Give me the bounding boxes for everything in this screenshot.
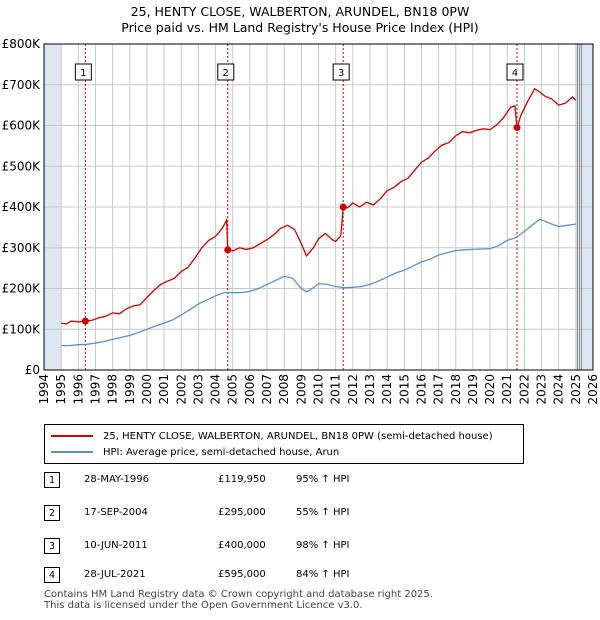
y-tick-label: £400K: [2, 200, 42, 214]
x-tick-label: 2020: [483, 374, 497, 405]
x-tick-label: 2026: [586, 374, 600, 405]
sale-hpi: 55% ↑ HPI: [296, 507, 350, 518]
sale-price: £595,000: [218, 569, 266, 580]
x-tick-label: 2007: [260, 374, 274, 405]
x-tick-label: 2023: [535, 374, 549, 405]
sale-marker-label: 3: [338, 68, 344, 79]
sale-marker-box: [332, 63, 350, 81]
x-tick-label: 2022: [517, 374, 531, 405]
y-tick-label: £600K: [2, 119, 42, 133]
x-tick-label: 2017: [432, 374, 446, 405]
sale-date: 10-JUN-2011: [84, 540, 148, 551]
x-tick-label: 2025: [569, 374, 583, 405]
sale-point: [513, 124, 521, 132]
sale-price: £119,950: [218, 474, 266, 485]
x-tick-label: 2015: [397, 374, 411, 405]
sale-marker-box: [74, 63, 92, 81]
y-tick-label: £200K: [2, 282, 42, 296]
x-tick-label: 2024: [552, 374, 566, 405]
x-tick-label: 1998: [106, 374, 120, 405]
footer-copyright: Contains HM Land Registry data © Crown c…: [44, 589, 433, 600]
legend-line-hpi: [51, 451, 93, 453]
x-tick-label: 2012: [346, 374, 360, 405]
x-tick-label: 2011: [329, 374, 343, 405]
sale-row: 3 10-JUN-2011 £400,000 98% ↑ HPI: [44, 538, 444, 556]
sale-badge: 4: [44, 567, 60, 583]
sale-row: 4 28-JUL-2021 £595,000 84% ↑ HPI: [44, 567, 444, 585]
sale-hpi: 95% ↑ HPI: [296, 474, 350, 485]
x-tick-label: 2000: [140, 374, 154, 405]
x-tick-label: 2018: [449, 374, 463, 405]
x-tick-label: 1997: [88, 374, 102, 405]
sale-hpi: 98% ↑ HPI: [296, 540, 350, 551]
x-tick-label: 2008: [277, 374, 291, 405]
chart-legend: 25, HENTY CLOSE, WALBERTON, ARUNDEL, BN1…: [44, 424, 524, 464]
x-tick-label: 2010: [312, 374, 326, 405]
x-tick-label: 1996: [71, 374, 85, 405]
sale-marker-label: 4: [512, 68, 518, 79]
legend-label-property: 25, HENTY CLOSE, WALBERTON, ARUNDEL, BN1…: [103, 430, 493, 442]
y-tick-label: £100K: [2, 322, 42, 336]
x-tick-label: 1999: [123, 374, 137, 405]
footer-licence: This data is licensed under the Open Gov…: [44, 600, 363, 611]
property-price-line: [61, 87, 577, 325]
x-tick-label: 2009: [294, 374, 308, 405]
sale-point: [224, 246, 232, 254]
sale-hpi: 84% ↑ HPI: [296, 569, 350, 580]
y-tick-label: £300K: [2, 241, 42, 255]
x-tick-label: 2019: [466, 374, 480, 405]
footer: Contains HM Land Registry data © Crown c…: [44, 589, 433, 611]
legend-item-property: 25, HENTY CLOSE, WALBERTON, ARUNDEL, BN1…: [51, 429, 493, 443]
sale-date: 28-MAY-1996: [84, 474, 150, 485]
y-tick-label: £0: [25, 363, 40, 377]
x-tick-label: 2006: [243, 374, 257, 405]
sale-point: [81, 317, 89, 325]
sale-row: 1 28-MAY-1996 £119,950 95% ↑ HPI: [44, 472, 444, 490]
chart-title: 25, HENTY CLOSE, WALBERTON, ARUNDEL, BN1…: [130, 4, 470, 19]
x-tick-label: 2001: [157, 374, 171, 405]
sale-badge: 2: [44, 505, 60, 521]
sale-price: £400,000: [218, 540, 266, 551]
sale-marker-label: 2: [223, 68, 229, 79]
sale-point: [339, 203, 347, 211]
x-tick-label: 2013: [363, 374, 377, 405]
sale-price: £295,000: [218, 507, 266, 518]
x-tick-label: 2016: [414, 374, 428, 405]
plot-frame: [43, 43, 594, 371]
chart-subtitle: Price paid vs. HM Land Registry's House …: [121, 20, 479, 35]
sale-badge: 1: [44, 472, 60, 488]
hpi-line: [61, 218, 576, 347]
x-tick-label: 2014: [380, 374, 394, 405]
sale-row: 2 17-SEP-2004 £295,000 55% ↑ HPI: [44, 505, 444, 523]
x-tick-label: 2005: [226, 374, 240, 405]
sale-badge: 3: [44, 538, 60, 554]
legend-item-hpi: HPI: Average price, semi-detached house,…: [51, 445, 339, 459]
price-chart: 1 2 3 4 £0 £100K £200K £300K £400K £500K £600K £700…: [2, 37, 600, 405]
sale-date: 17-SEP-2004: [84, 507, 148, 518]
sale-marker-label: 1: [80, 68, 86, 79]
legend-line-property: [51, 435, 93, 437]
legend-label-hpi: HPI: Average price, semi-detached house,…: [103, 446, 340, 458]
x-tick-label: 1994: [37, 374, 51, 405]
y-tick-label: £700K: [2, 78, 42, 92]
x-tick-label: 2003: [191, 374, 205, 405]
x-tick-label: 2002: [174, 374, 188, 405]
sale-date: 28-JUL-2021: [84, 569, 146, 580]
y-tick-label: £500K: [2, 159, 42, 173]
sale-marker-box: [217, 63, 235, 81]
x-tick-label: 1995: [54, 374, 68, 405]
y-tick-label: £800K: [2, 37, 42, 51]
x-tick-label: 2004: [209, 374, 223, 405]
x-tick-label: 2021: [500, 374, 514, 405]
sale-marker-box: [506, 63, 524, 81]
